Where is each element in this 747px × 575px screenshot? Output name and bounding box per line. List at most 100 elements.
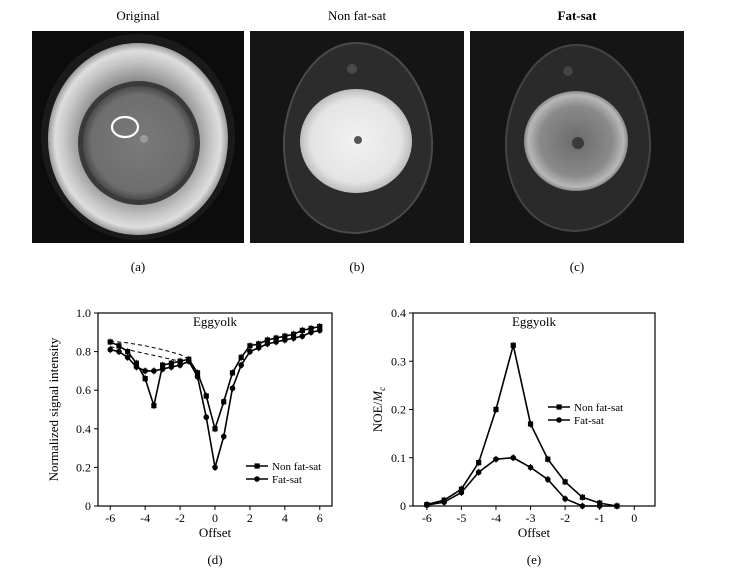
x-tick-label: -6	[105, 511, 115, 525]
data-point-square	[579, 494, 585, 500]
data-point-square	[116, 343, 122, 349]
series-line	[110, 329, 320, 468]
data-point-square	[256, 341, 262, 347]
data-point-circle	[510, 454, 517, 461]
x-tick-label: -2	[175, 511, 185, 525]
data-point-circle	[203, 414, 210, 421]
y-tick-label: 0.4	[391, 306, 406, 320]
dashed-reference-curve	[110, 340, 190, 360]
data-point-square	[290, 331, 297, 337]
y-tick-label: 0.2	[76, 460, 91, 474]
data-point-square	[212, 426, 218, 432]
data-point-circle	[290, 335, 297, 341]
y-tick-label: 1.0	[76, 306, 91, 320]
x-tick-label: -5	[456, 511, 466, 525]
data-point-square	[562, 479, 568, 485]
legend-marker-square	[556, 404, 562, 410]
legend-label: Fat-sat	[574, 415, 604, 427]
data-point-square	[282, 333, 288, 339]
data-point-square	[160, 362, 166, 368]
data-point-circle	[475, 469, 482, 476]
panel-a-caption: (a)	[130, 259, 146, 274]
data-point-circle	[579, 503, 586, 509]
data-point-circle	[458, 489, 465, 496]
y-tick-label: 0	[400, 499, 406, 513]
x-tick-label: -4	[140, 511, 150, 525]
chart-d: -6 -4 -2 0 2 4 6 0 0.2 0.4 0.6 0.8 1.0 Eggyolk Offset (…	[46, 306, 333, 567]
data-point-circle	[238, 362, 244, 368]
data-point-circle	[212, 464, 218, 471]
series-line	[426, 345, 618, 507]
data-point-circle	[247, 348, 253, 355]
data-point-circle	[527, 464, 534, 471]
panel-b-caption: (b)	[349, 259, 365, 274]
data-point-square	[107, 339, 113, 345]
x-tick-label: -4	[491, 511, 501, 525]
legend-label: Non fat-sat	[574, 402, 623, 414]
data-point-circle	[264, 341, 271, 347]
data-point-square	[299, 327, 305, 333]
data-point-circle	[596, 503, 603, 509]
x-axis-label: Offset	[518, 525, 551, 540]
x-tick-label: -6	[422, 511, 432, 525]
legend-label: Fat-sat	[272, 474, 302, 486]
data-point-square	[527, 421, 534, 427]
x-tick-label: 6	[317, 511, 323, 525]
data-point-square	[125, 349, 131, 355]
data-point-circle	[545, 476, 551, 483]
y-axis-label: NOE/Mc	[370, 387, 387, 432]
data-point-circle	[255, 344, 262, 351]
data-point-circle	[124, 354, 131, 361]
data-point-square	[238, 354, 244, 360]
series-line	[109, 325, 320, 432]
data-point-square	[317, 323, 323, 330]
data-point-circle	[493, 456, 499, 462]
panel-c-title: Fat-sat	[557, 8, 597, 23]
data-point-circle	[186, 358, 192, 365]
data-point-circle	[308, 329, 314, 336]
data-point-square	[221, 399, 227, 405]
data-point-circle	[229, 385, 236, 392]
data-point-circle	[220, 433, 227, 440]
data-point-circle	[116, 348, 122, 355]
data-point-circle	[107, 346, 114, 353]
legend-marker-circle	[254, 476, 260, 482]
data-point-circle	[282, 337, 288, 343]
data-point-square	[151, 403, 157, 409]
data-point-square	[142, 376, 148, 382]
non-fat-sat-mri-image	[250, 31, 464, 243]
data-point-circle	[316, 327, 323, 334]
data-point-square	[168, 360, 174, 366]
original-mri-image	[32, 31, 244, 243]
data-point-circle	[441, 499, 447, 505]
panel-c-caption: (c)	[569, 259, 585, 274]
y-tick-label: 0.3	[391, 354, 406, 368]
x-tick-label: 0	[212, 511, 218, 525]
panel-a-title: Original	[116, 8, 160, 23]
chart-caption: (d)	[207, 552, 222, 567]
data-point-circle	[299, 333, 306, 339]
y-tick-label: 0	[85, 499, 91, 513]
data-point-square	[308, 325, 314, 332]
data-point-circle	[142, 368, 148, 374]
data-point-circle	[151, 368, 157, 374]
data-point-circle	[133, 364, 140, 370]
legend-label: Non fat-sat	[272, 461, 321, 473]
data-point-square	[510, 342, 516, 348]
data-point-square	[264, 337, 270, 343]
data-point-square	[194, 370, 201, 376]
data-point-circle	[177, 362, 183, 368]
y-tick-label: 0.8	[76, 345, 91, 359]
y-tick-label: 0.1	[391, 451, 406, 465]
y-tick-label: 0.2	[391, 403, 406, 417]
x-tick-label: 0	[631, 511, 637, 525]
x-tick-label: 2	[247, 511, 253, 525]
data-point-circle	[194, 373, 201, 380]
fat-sat-mri-image	[470, 31, 684, 243]
legend-marker-square	[254, 463, 260, 469]
x-axis-label: Offset	[199, 525, 232, 540]
x-tick-label: 4	[282, 511, 288, 525]
data-point-square	[476, 459, 482, 466]
data-point-circle	[159, 366, 166, 372]
x-tick-label: -2	[560, 511, 570, 525]
